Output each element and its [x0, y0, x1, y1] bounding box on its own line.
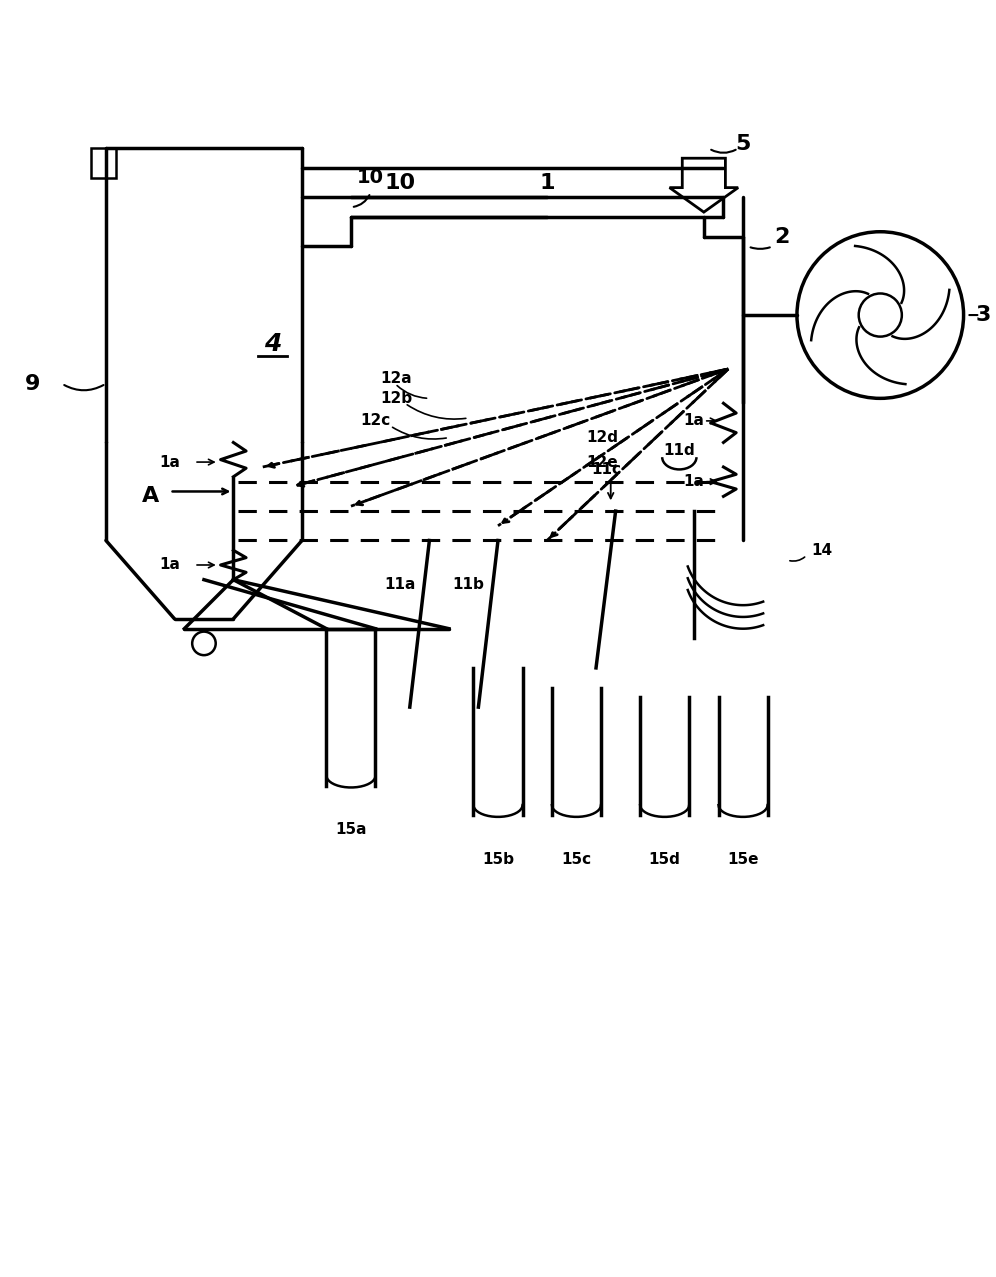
Text: 12d: 12d: [587, 430, 619, 446]
Text: 15d: 15d: [648, 852, 680, 867]
Text: 5: 5: [735, 134, 751, 153]
Text: 15a: 15a: [336, 822, 367, 838]
Bar: [92, 148, 116, 178]
Text: 4: 4: [264, 332, 281, 356]
Text: 1a: 1a: [159, 558, 180, 572]
Text: 11a: 11a: [384, 577, 415, 593]
Text: 3: 3: [975, 305, 991, 326]
Text: 2: 2: [775, 226, 790, 246]
Text: 15b: 15b: [482, 852, 514, 867]
Text: 9: 9: [25, 374, 40, 393]
Text: 15e: 15e: [727, 852, 759, 867]
Text: 1: 1: [539, 172, 555, 193]
Text: 12c: 12c: [361, 414, 391, 428]
Text: 10: 10: [384, 172, 415, 193]
Text: 1a: 1a: [683, 474, 704, 489]
Text: 1a: 1a: [683, 414, 704, 428]
Text: 15c: 15c: [562, 852, 592, 867]
Text: 11b: 11b: [452, 577, 484, 593]
Text: 12a: 12a: [380, 372, 412, 386]
Text: 12e: 12e: [587, 455, 618, 470]
Text: 11c: 11c: [591, 462, 621, 478]
Text: 1a: 1a: [159, 455, 180, 470]
Text: 14: 14: [811, 543, 832, 558]
Text: 11d: 11d: [663, 443, 695, 458]
Text: 12b: 12b: [380, 391, 412, 406]
Text: A: A: [141, 487, 158, 507]
Text: 10: 10: [358, 169, 384, 188]
